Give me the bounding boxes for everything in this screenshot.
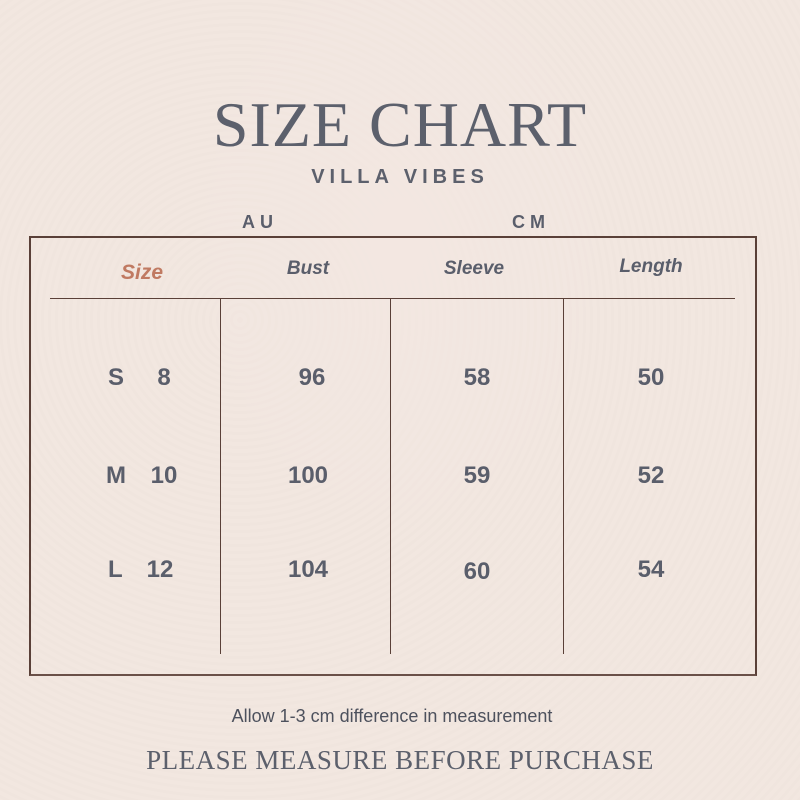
page-title: SIZE CHART [212, 89, 588, 160]
bust-value: 96 [298, 364, 326, 391]
size-au: 12 [146, 556, 174, 583]
size-au: 10 [150, 462, 178, 489]
size-table [29, 236, 757, 676]
header-size: Size [120, 261, 164, 284]
size-au: 8 [157, 364, 171, 391]
column-divider [390, 298, 391, 654]
unit-au-label: AU [242, 212, 278, 232]
size-letter: L [108, 556, 123, 583]
size-letter: S [108, 364, 125, 391]
length-value: 50 [637, 364, 665, 391]
unit-cm-label: CM [512, 212, 550, 232]
sleeve-value: 58 [463, 364, 491, 391]
column-divider [563, 298, 564, 654]
bust-value: 104 [287, 556, 329, 583]
header-sleeve: Sleeve [443, 258, 505, 279]
sleeve-value: 59 [463, 462, 491, 489]
column-divider [220, 298, 221, 654]
footer-notice: PLEASE MEASURE BEFORE PURCHASE [146, 745, 654, 775]
measurement-note: Allow 1-3 cm difference in measurement [231, 706, 553, 726]
brand-name: VILLA VIBES [311, 166, 489, 188]
size-letter: M [106, 462, 126, 489]
header-length: Length [619, 256, 683, 277]
sleeve-value: 60 [463, 558, 491, 585]
header-divider [50, 298, 735, 299]
bust-value: 100 [287, 462, 329, 489]
length-value: 52 [637, 462, 665, 489]
length-value: 54 [637, 556, 665, 583]
header-bust: Bust [286, 258, 330, 279]
